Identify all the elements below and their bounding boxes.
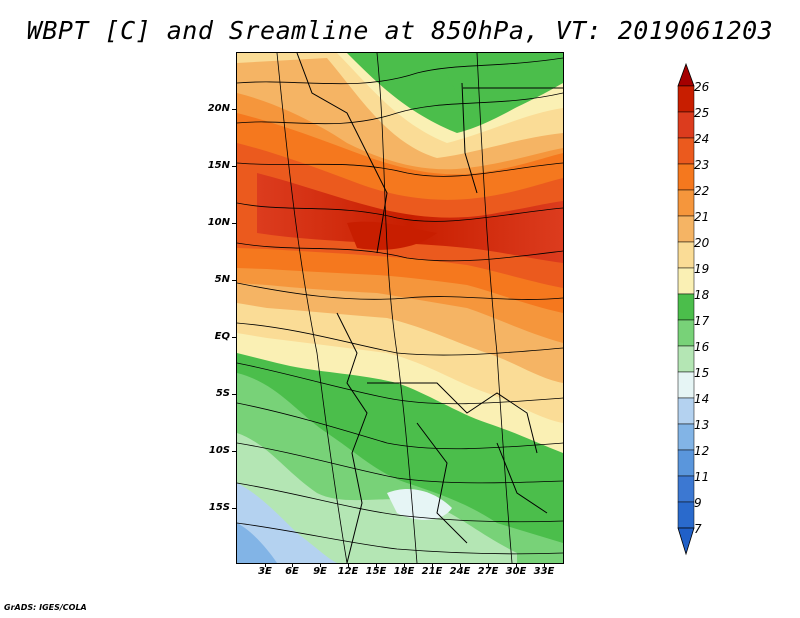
colorbar-label: 20	[694, 236, 710, 250]
lat-label-20n: 20N	[207, 103, 230, 114]
lat-label-15s: 15S	[208, 502, 230, 513]
lat-tick	[232, 223, 236, 224]
lon-label-21e: 21E	[421, 566, 443, 577]
lon-label-33e: 33E	[533, 566, 555, 577]
lat-label-eq: EQ	[214, 331, 230, 342]
colorbar-label: 23	[694, 158, 710, 172]
streamlines	[237, 53, 563, 563]
colorbar-segment	[677, 397, 695, 425]
lon-label-15e: 15E	[365, 566, 387, 577]
map-title: WBPT [C] and Sreamline at 850hPa, VT: 20…	[26, 16, 774, 45]
colorbar-label: 18	[694, 288, 710, 302]
lat-tick	[232, 337, 236, 338]
field-25	[347, 221, 437, 250]
colorbar-segment	[677, 501, 695, 529]
colorbar-label: 26	[694, 80, 710, 94]
lat-tick	[232, 109, 236, 110]
lon-label-12e: 12E	[337, 566, 359, 577]
lon-tick	[544, 563, 545, 567]
lon-label-3e: 3E	[258, 566, 272, 577]
field-15	[237, 433, 517, 563]
colorbar-label: 15	[694, 366, 710, 380]
colorbar-label: 21	[694, 210, 710, 224]
lat-label-5n: 5N	[214, 274, 230, 285]
colorbar-segment	[677, 137, 695, 165]
colorbar-label: 13	[694, 418, 710, 432]
lon-tick	[404, 563, 405, 567]
lat-tick	[232, 451, 236, 452]
lon-tick	[265, 563, 266, 567]
colorbar-label: 25	[694, 106, 710, 120]
lon-tick	[320, 563, 321, 567]
lon-tick	[432, 563, 433, 567]
lat-tick	[232, 394, 236, 395]
lon-tick	[516, 563, 517, 567]
colorbar-segment	[677, 371, 695, 399]
colorbar-label: 12	[694, 444, 710, 458]
colorbar-segment	[677, 215, 695, 243]
colorbar-segment	[677, 111, 695, 139]
colorbar-segment	[677, 345, 695, 373]
colorbar-segment	[677, 241, 695, 269]
lon-tick	[348, 563, 349, 567]
lon-label-27e: 27E	[477, 566, 499, 577]
map-panel	[236, 52, 564, 564]
colorbar-label: 7	[694, 522, 702, 536]
colorbar-label: 14	[694, 392, 710, 406]
lat-tick	[232, 508, 236, 509]
colorbar-label: 11	[694, 470, 710, 484]
country-borders	[296, 53, 563, 563]
lon-tick	[460, 563, 461, 567]
wbpt-field-map	[237, 53, 563, 563]
colorbar-top-arrow	[677, 62, 695, 87]
colorbar	[677, 62, 695, 556]
lat-tick	[232, 166, 236, 167]
lat-label-10n: 10N	[207, 217, 230, 228]
colorbar-segment	[677, 475, 695, 503]
credit-text: GrADS: IGES/COLA	[4, 603, 87, 612]
lat-label-15n: 15N	[207, 160, 230, 171]
lon-label-18e: 18E	[393, 566, 415, 577]
lon-label-9e: 9E	[313, 566, 327, 577]
colorbar-segment	[677, 319, 695, 347]
colorbar-segment	[677, 189, 695, 217]
lon-label-24e: 24E	[449, 566, 471, 577]
colorbar-bottom-arrow	[677, 527, 695, 556]
field-13	[237, 483, 337, 563]
lat-tick	[232, 280, 236, 281]
field-14	[387, 488, 452, 520]
field-24	[257, 173, 563, 263]
lon-label-30e: 30E	[505, 566, 527, 577]
colorbar-label: 24	[694, 132, 710, 146]
colorbar-label: 16	[694, 340, 710, 354]
colorbar-label: 22	[694, 184, 710, 198]
lat-label-5s: 5S	[215, 388, 230, 399]
colorbar-segment	[677, 85, 695, 113]
lon-tick	[488, 563, 489, 567]
colorbar-label: 9	[694, 496, 702, 510]
colorbar-segment	[677, 449, 695, 477]
colorbar-segment	[677, 293, 695, 321]
colorbar-segment	[677, 163, 695, 191]
colorbar-segment	[677, 423, 695, 451]
lat-label-10s: 10S	[208, 445, 230, 456]
lon-label-6e: 6E	[285, 566, 299, 577]
field-12	[237, 523, 277, 563]
lon-tick	[292, 563, 293, 567]
colorbar-segment	[677, 267, 695, 295]
colorbar-label: 17	[694, 314, 710, 328]
lon-tick	[376, 563, 377, 567]
colorbar-label: 19	[694, 262, 710, 276]
